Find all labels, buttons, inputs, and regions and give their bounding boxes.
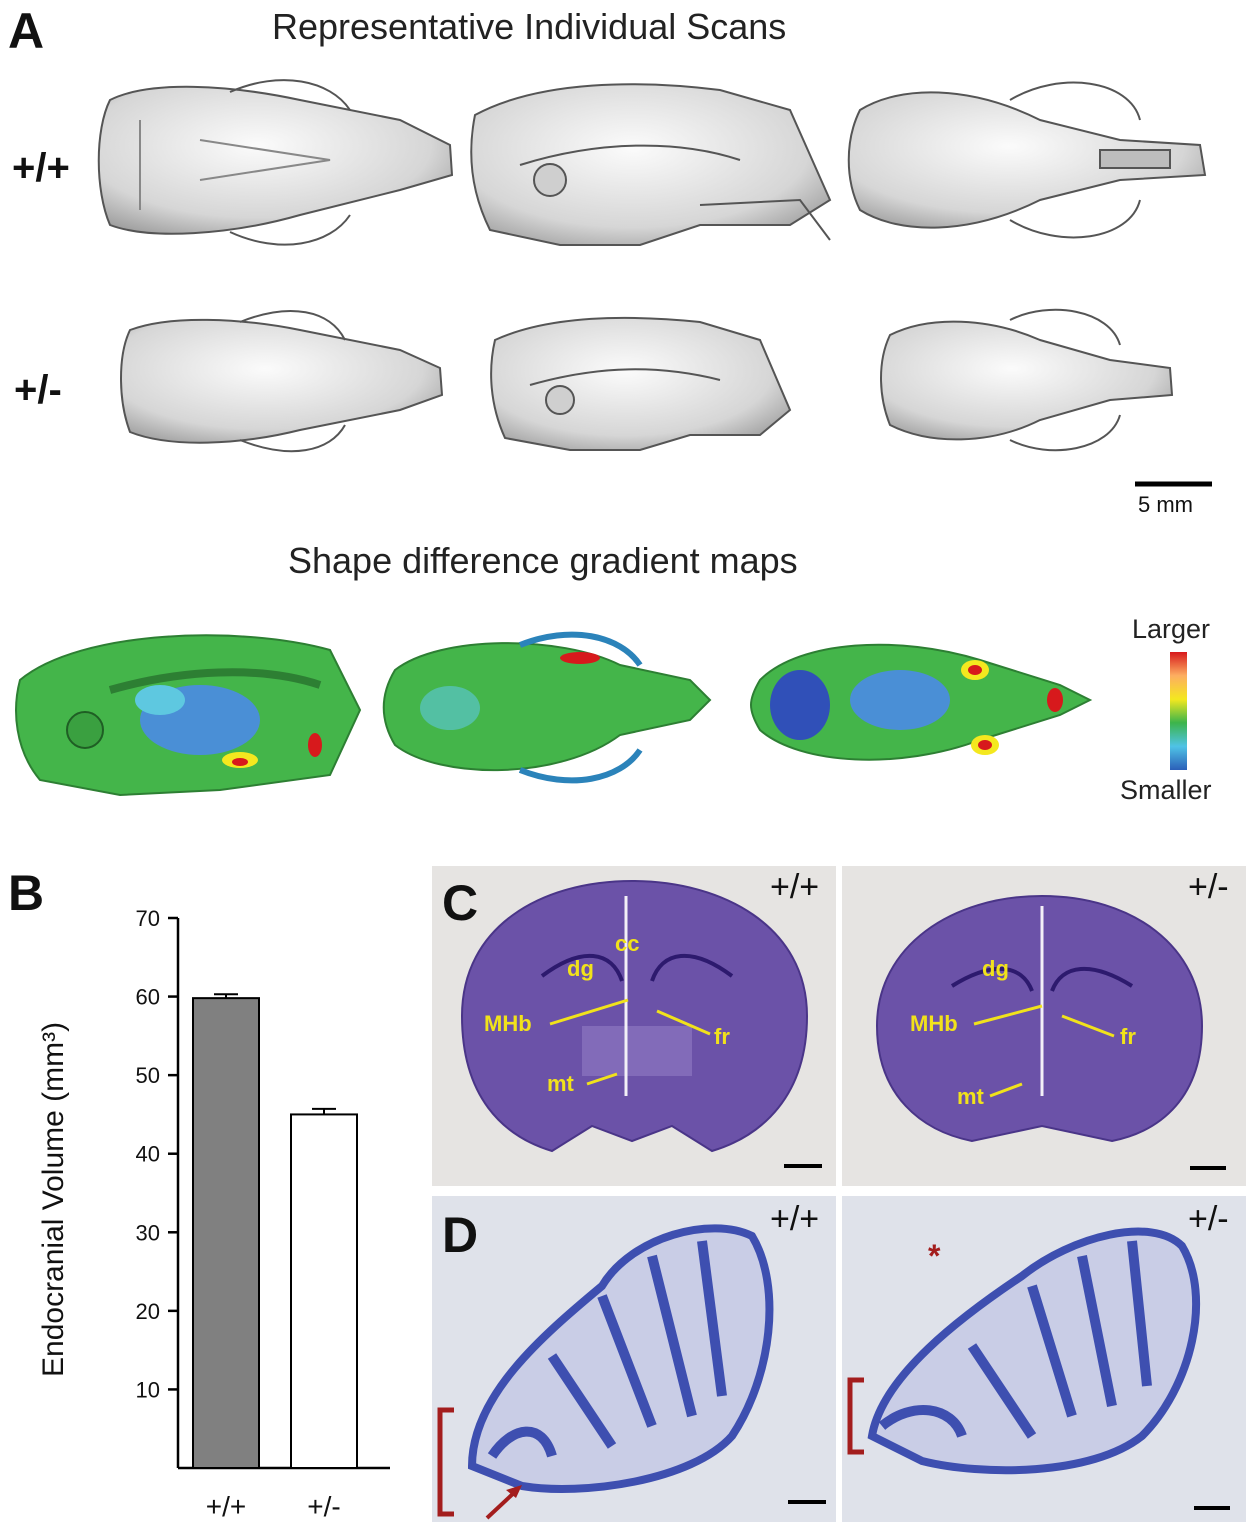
y-tick-label: 40	[136, 1142, 160, 1167]
panel-c-left-image	[432, 866, 836, 1186]
panel-d-left-annotations	[437, 1407, 826, 1520]
panel-d-letter: D	[442, 1207, 479, 1263]
panel-d-asterisk: *	[928, 1238, 941, 1274]
colorbar-gradient	[1170, 652, 1187, 770]
chart-ylabel: Endocranial Volume (mm³)	[37, 1021, 70, 1377]
label-cc: cc	[615, 931, 639, 956]
label-dg-het: dg	[982, 956, 1009, 981]
label-mhb: MHb	[484, 1011, 532, 1036]
label-fr-het: fr	[1120, 1024, 1136, 1049]
panel-d-right-genotype: +/-	[1188, 1200, 1229, 1238]
y-tick-label: 10	[136, 1377, 160, 1402]
label-mhb-het: MHb	[910, 1011, 958, 1036]
gradient-map-ventral	[750, 643, 1093, 761]
panel-c-right-genotype: +/-	[1188, 868, 1229, 906]
y-tick-label: 20	[136, 1299, 160, 1324]
panel-c-letter: C	[442, 875, 479, 931]
scale-bar-label: 5 mm	[1138, 492, 1193, 517]
label-dg: dg	[567, 956, 594, 981]
skull-scans-figure	[97, 79, 1212, 487]
panel-c-right-annotations: dg MHb fr mt	[910, 956, 1226, 1170]
panel-b-letter: B	[8, 865, 45, 921]
panel-d-right-annotations	[847, 1377, 1230, 1510]
skull-wt-dorsal	[97, 79, 454, 246]
y-tick-label: 70	[136, 906, 160, 931]
skull-wt-ventral	[847, 81, 1207, 239]
row-genotype-het: +/-	[14, 368, 62, 412]
x-category-label: +/-	[307, 1491, 340, 1522]
x-category-label: +/+	[206, 1491, 246, 1522]
skull-het-lateral	[490, 317, 792, 451]
panel-d-left-image	[432, 1196, 836, 1522]
panel-c-left-annotations: cc dg MHb fr mt	[484, 931, 822, 1168]
skull-wt-lateral	[470, 83, 832, 246]
panel-c-left-genotype: +/+	[770, 868, 820, 906]
panel-a-title: Representative Individual Scans	[272, 6, 787, 47]
gradient-map-dorsal	[382, 631, 712, 784]
panel-c-right-image	[842, 866, 1246, 1186]
gradient-maps-figure	[15, 631, 1093, 797]
y-tick-label: 30	[136, 1220, 160, 1245]
label-mt: mt	[547, 1071, 575, 1096]
skull-het-dorsal	[120, 310, 444, 453]
panel-d-right-image	[842, 1196, 1246, 1522]
y-tick-label: 50	[136, 1063, 160, 1088]
bar-wt	[192, 997, 260, 1470]
colorbar-bottom-label: Smaller	[1120, 775, 1212, 805]
bar-het	[290, 1113, 358, 1470]
panel-d-left-genotype: +/+	[770, 1200, 820, 1238]
y-tick-label: 60	[136, 985, 160, 1010]
label-mt-het: mt	[957, 1084, 985, 1109]
gradient-maps-title: Shape difference gradient maps	[288, 540, 798, 581]
colorbar-top-label: Larger	[1132, 614, 1211, 644]
label-fr: fr	[714, 1024, 730, 1049]
skull-het-ventral	[880, 308, 1174, 452]
row-genotype-wt: +/+	[12, 146, 70, 190]
gradient-map-lateral	[15, 634, 362, 797]
panel-a-letter: A	[8, 3, 45, 59]
endocranial-volume-chart: 10 20 30 40 50 60 70 +/+ +/-	[136, 906, 390, 1522]
